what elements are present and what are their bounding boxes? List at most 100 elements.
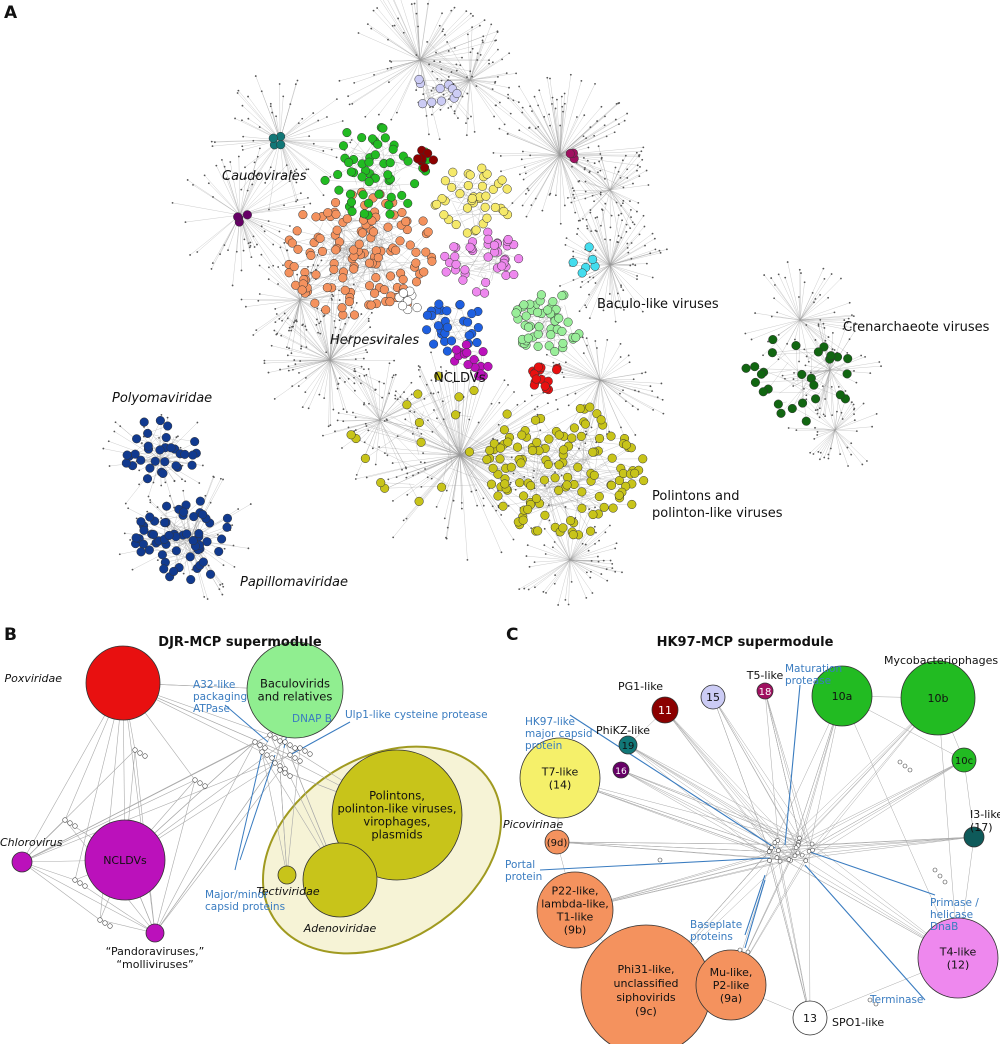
- leaf-node: [589, 211, 592, 214]
- leaf-node: [533, 561, 536, 564]
- edge: [239, 184, 253, 216]
- edge: [427, 420, 461, 456]
- leaf-node: [627, 251, 630, 254]
- cluster-node: [469, 355, 479, 365]
- cluster-node: [813, 347, 823, 357]
- label-line: “Pandoraviruses,”: [106, 945, 205, 958]
- edge: [819, 429, 836, 460]
- leaf-node: [521, 150, 524, 153]
- edge: [569, 543, 583, 561]
- leaf-node: [548, 519, 551, 522]
- leaf-node: [615, 201, 618, 204]
- leaf-node: [372, 9, 375, 12]
- edge: [459, 409, 536, 456]
- leaf-node: [582, 135, 585, 138]
- module-node: [651, 696, 679, 724]
- edge: [442, 401, 461, 456]
- cluster-node: [489, 240, 499, 250]
- leaf-node: [344, 381, 346, 383]
- module-node: [544, 829, 570, 855]
- edge: [455, 269, 485, 279]
- hub-node: [77, 880, 83, 886]
- leaf-node: [816, 408, 819, 411]
- leaf-node: [604, 531, 607, 534]
- leaf-node: [290, 352, 293, 355]
- leaf-node: [634, 434, 637, 436]
- leaf-node: [441, 12, 443, 15]
- cluster-node: [471, 287, 482, 297]
- edge: [414, 3, 421, 61]
- label: 19: [622, 741, 635, 752]
- edge: [595, 217, 611, 266]
- leaf-node: [853, 413, 855, 416]
- cluster-node: [489, 439, 499, 449]
- edge: [286, 299, 301, 348]
- cluster-node: [311, 212, 321, 222]
- edge: [609, 184, 649, 191]
- edge: [316, 324, 331, 361]
- cluster-node: [511, 308, 521, 318]
- edge: [529, 106, 561, 156]
- edge: [419, 376, 461, 456]
- leaf-node: [256, 155, 259, 158]
- edge: [829, 369, 855, 409]
- leaf-node: [521, 111, 524, 114]
- hub-node: [292, 745, 298, 751]
- edge: [569, 559, 613, 565]
- edge: [569, 532, 606, 561]
- leaf-node: [506, 132, 509, 135]
- cluster-node: [132, 434, 142, 444]
- edge: [834, 429, 841, 455]
- leaf-node: [461, 95, 464, 98]
- leaf-node: [473, 130, 476, 133]
- edge: [208, 183, 241, 216]
- label-line: (12): [947, 959, 970, 972]
- leaf-node: [241, 145, 244, 148]
- cluster-node: [809, 380, 819, 390]
- edge: [768, 851, 811, 1019]
- leaf-node: [127, 507, 130, 510]
- leaf-node: [222, 564, 225, 567]
- leaf-node: [344, 322, 347, 325]
- leaf-node: [453, 6, 456, 9]
- edge: [559, 154, 624, 188]
- leaf-node: [792, 385, 795, 387]
- leaf-node: [827, 296, 830, 299]
- cluster-node: [386, 192, 396, 202]
- edge: [407, 454, 461, 495]
- leaf-node: [528, 565, 531, 568]
- leaf-node: [211, 262, 214, 264]
- leaf-node: [222, 585, 225, 588]
- edge: [189, 214, 241, 256]
- leaf-node: [450, 71, 453, 73]
- edge: [528, 559, 571, 590]
- edge: [582, 189, 611, 219]
- label-line: protein: [505, 871, 542, 883]
- cluster-node: [442, 306, 452, 316]
- leaf-node: [594, 282, 597, 284]
- leaf-node: [518, 129, 521, 132]
- edge: [834, 413, 877, 431]
- leaf-node: [277, 283, 279, 285]
- edge: [469, 31, 498, 81]
- leaf-node: [585, 337, 588, 340]
- cluster-node: [577, 487, 587, 497]
- edge: [224, 166, 241, 216]
- leaf-node: [814, 298, 817, 300]
- leaf-node: [441, 400, 444, 403]
- leaf-node: [453, 47, 456, 49]
- cluster-node: [493, 491, 503, 501]
- cluster-node: [202, 537, 212, 547]
- edge: [601, 158, 611, 191]
- cluster-node: [758, 387, 768, 397]
- module-node: [756, 682, 774, 700]
- module-node: [85, 645, 161, 721]
- edge: [329, 327, 371, 361]
- edge: [232, 214, 241, 286]
- edge: [239, 172, 292, 216]
- leaf-node: [326, 116, 328, 118]
- hub-node: [737, 947, 743, 953]
- leaf-node: [617, 214, 620, 217]
- edge: [834, 412, 842, 431]
- leaf-node: [590, 230, 593, 233]
